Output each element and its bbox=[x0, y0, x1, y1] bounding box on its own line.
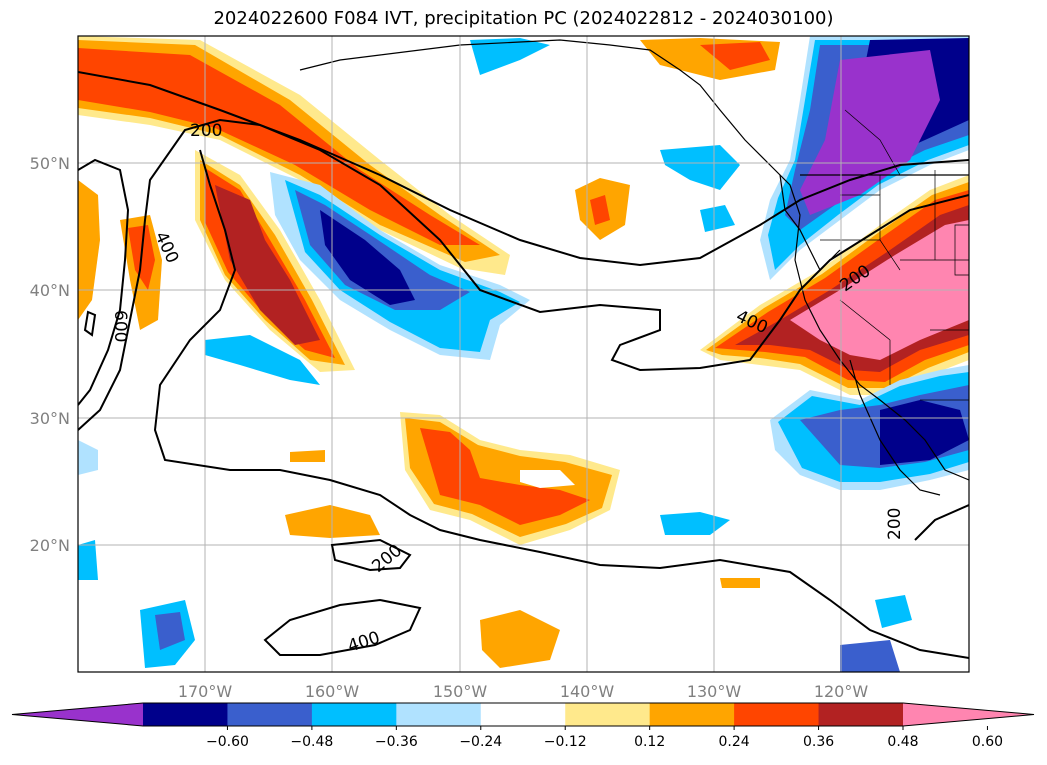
colorbar: −0.60 −0.48 −0.36 −0.24 −0.12 0.12 0.24 0.36 0.4… bbox=[11, 702, 1035, 750]
lon-label-130w: 130°W bbox=[687, 682, 742, 701]
colorbar-tick-label: 0.12 bbox=[634, 734, 665, 750]
map-panel: 200 400 600 400 200 400 200 200 bbox=[78, 36, 969, 672]
colorbar-box bbox=[311, 703, 397, 726]
colorbar-box bbox=[734, 703, 820, 726]
ivt-contours bbox=[78, 71, 969, 659]
lon-label-150w: 150°W bbox=[433, 682, 488, 701]
colorbar-box bbox=[143, 703, 228, 726]
lat-label-30n: 30°N bbox=[30, 409, 70, 428]
colorbar-box bbox=[565, 703, 651, 726]
contour-label: 600 bbox=[110, 310, 130, 342]
map-frame bbox=[77, 35, 970, 673]
colorbar-extend-high bbox=[903, 703, 1034, 726]
colorbar-box bbox=[649, 703, 735, 726]
colorbar-tick-label: −0.36 bbox=[375, 734, 418, 750]
lon-label-160w: 160°W bbox=[305, 682, 360, 701]
lat-label-40n: 40°N bbox=[30, 281, 70, 300]
lon-label-140w: 140°W bbox=[560, 682, 615, 701]
colorbar-box bbox=[818, 703, 904, 726]
colorbar-extend-low bbox=[12, 703, 143, 726]
precip-positive-band-west bbox=[195, 150, 355, 372]
contour-label: 200 bbox=[190, 121, 222, 141]
lon-label-170w: 170°W bbox=[178, 682, 233, 701]
colorbar-tick-label: 0.48 bbox=[887, 734, 918, 750]
map-title: 2024022600 F084 IVT, precipitation PC (2… bbox=[213, 8, 834, 29]
colorbar-tick-label: 0.60 bbox=[972, 734, 1003, 750]
graticule bbox=[78, 36, 969, 672]
colorbar-outline bbox=[11, 702, 1035, 727]
precip-negative-baja bbox=[770, 365, 969, 490]
colorbar-tick-label: 0.36 bbox=[803, 734, 834, 750]
precip-small-patches bbox=[78, 38, 912, 672]
precip-positive-patch-subtropical bbox=[400, 412, 620, 545]
lon-label-120w: 120°W bbox=[814, 682, 869, 701]
colorbar-tick-label: −0.24 bbox=[459, 734, 502, 750]
colorbar-tick-label: 0.24 bbox=[719, 734, 750, 750]
lat-label-20n: 20°N bbox=[30, 536, 70, 555]
lat-label-50n: 50°N bbox=[30, 154, 70, 173]
colorbar-box bbox=[227, 703, 313, 726]
precip-negative-band-central bbox=[205, 172, 530, 385]
colorbar-tick-label: −0.12 bbox=[544, 734, 587, 750]
colorbar-box bbox=[396, 703, 482, 726]
colorbar-tick-label: −0.48 bbox=[290, 734, 333, 750]
precip-negative-pacific-northwest bbox=[660, 36, 969, 280]
contour-label: 200 bbox=[885, 508, 905, 540]
precip-positive-california bbox=[700, 175, 969, 395]
colorbar-box bbox=[480, 703, 566, 726]
colorbar-tick-label: −0.60 bbox=[206, 734, 249, 750]
precip-positive-band-northwest bbox=[78, 36, 510, 275]
